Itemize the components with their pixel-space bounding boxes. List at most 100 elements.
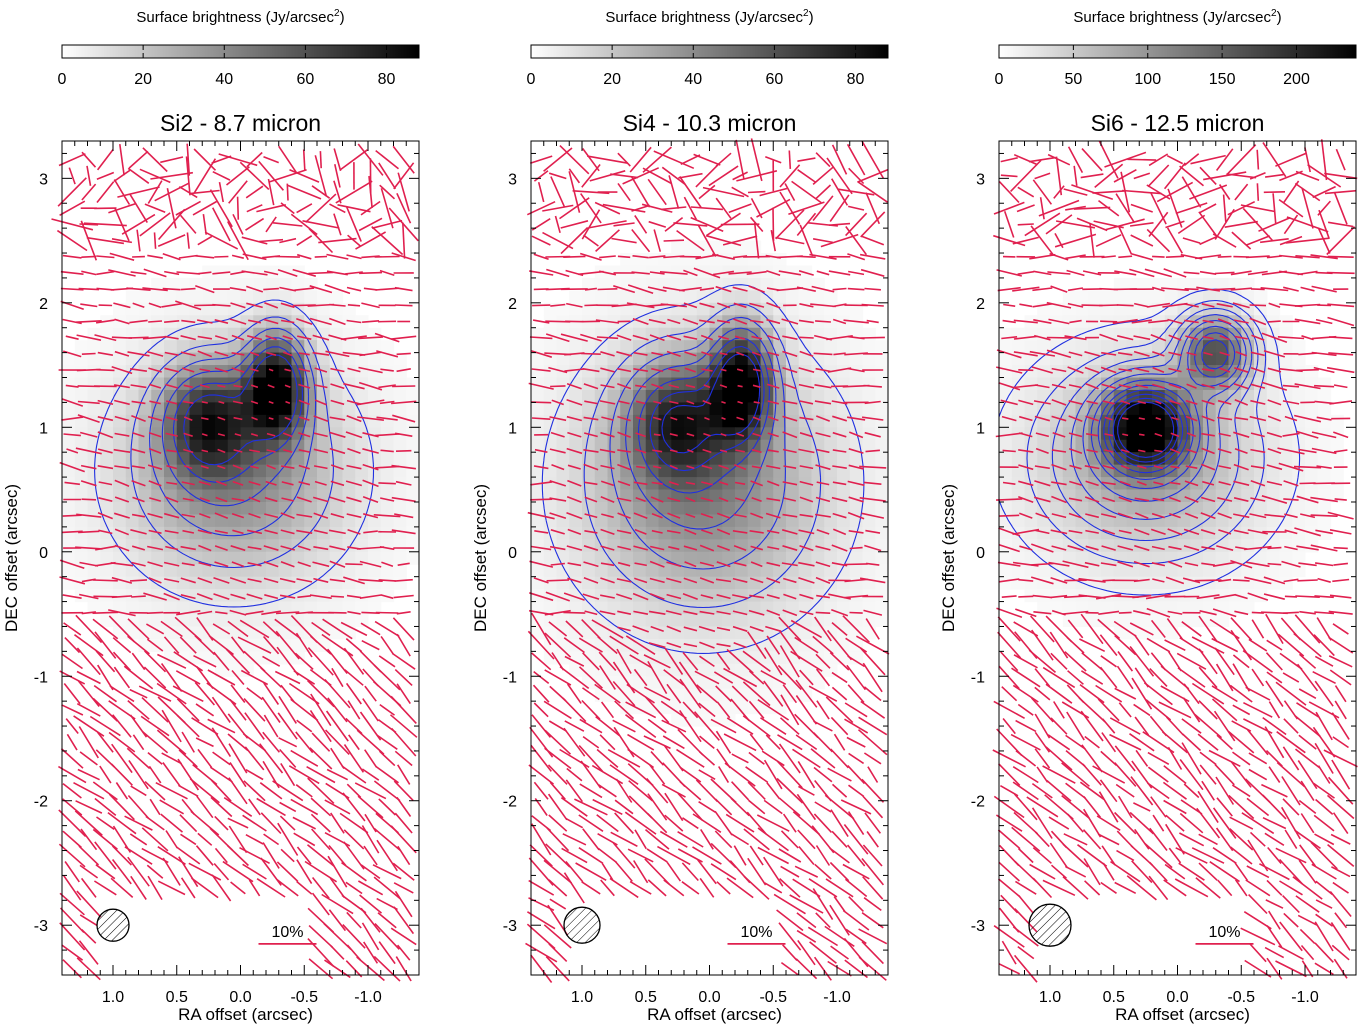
polarization-vector	[94, 334, 117, 342]
image-pixel	[633, 514, 647, 528]
image-pixel	[658, 452, 672, 466]
polarization-vector	[799, 416, 814, 421]
polarization-vector	[698, 751, 716, 766]
image-pixel	[696, 676, 711, 690]
polarization-vector	[213, 576, 230, 584]
image-pixel	[253, 389, 267, 404]
polarization-vector	[96, 149, 114, 171]
polarization-vector	[666, 642, 682, 649]
image-pixel	[278, 564, 293, 578]
polarization-vector	[388, 207, 419, 242]
polarization-vector	[119, 143, 125, 176]
polarization-vector	[247, 529, 263, 535]
image-pixel	[1279, 526, 1293, 540]
polarization-vector	[647, 879, 667, 897]
polarization-vector	[197, 610, 213, 615]
polarization-vector	[544, 747, 572, 770]
polarization-vector	[564, 655, 585, 667]
image-pixel	[87, 427, 101, 441]
image-pixel	[100, 340, 114, 354]
polarization-vector	[1230, 270, 1252, 276]
polarization-vector	[346, 496, 362, 503]
image-pixel	[1139, 477, 1153, 491]
polarization-vector	[666, 577, 682, 584]
polarization-vector	[649, 255, 666, 259]
polarization-vector	[1260, 238, 1289, 244]
polarization-vector	[644, 686, 671, 701]
image-pixel	[253, 614, 267, 628]
image-pixel	[531, 526, 545, 540]
image-pixel	[1228, 601, 1242, 615]
image-pixel	[709, 614, 723, 628]
image-pixel	[1126, 501, 1140, 516]
polarization-vector	[245, 610, 264, 615]
polarization-vector	[242, 814, 267, 832]
polarization-vector	[113, 666, 131, 689]
polarization-vector	[136, 229, 141, 252]
polarization-vector	[346, 594, 362, 599]
polarization-vector	[356, 546, 385, 550]
polarization-vector	[808, 878, 838, 898]
polarization-vector	[157, 208, 186, 241]
image-pixel	[811, 676, 825, 690]
image-pixel	[1011, 477, 1026, 491]
image-pixel	[1011, 414, 1026, 428]
image-pixel	[355, 402, 369, 416]
polarization-vector	[646, 777, 669, 804]
image-pixel	[696, 464, 711, 478]
polarization-vector	[197, 577, 213, 584]
polarization-vector	[80, 220, 98, 261]
image-pixel	[671, 240, 685, 254]
image-pixel	[837, 638, 851, 652]
polarization-vector	[362, 463, 379, 471]
polarization-vector	[1152, 255, 1165, 258]
polarization-vector	[264, 496, 278, 503]
polarization-vector	[176, 714, 200, 738]
image-pixel	[837, 589, 851, 603]
y-axis-label: DEC offset (arcsec)	[2, 484, 21, 632]
image-pixel	[278, 452, 293, 466]
image-pixel	[74, 501, 89, 516]
image-pixel	[1254, 402, 1268, 416]
polarization-vector	[563, 592, 585, 601]
image-pixel	[227, 514, 242, 528]
image-pixel	[671, 253, 685, 267]
polarization-vector	[847, 765, 866, 785]
polarization-vector	[214, 561, 229, 568]
image-pixel	[798, 377, 813, 391]
image-pixel	[266, 576, 280, 590]
polarization-vector	[74, 810, 103, 836]
polarization-vector	[314, 480, 327, 486]
polarization-vector	[845, 928, 867, 945]
image-pixel	[747, 576, 762, 590]
polarization-vector	[213, 862, 230, 881]
image-pixel	[151, 539, 165, 553]
image-pixel	[1062, 576, 1077, 590]
polarization-vector	[362, 698, 379, 722]
polarization-vector	[236, 196, 240, 220]
polarization-vector	[312, 561, 330, 568]
polarization-vector	[596, 336, 619, 340]
image-pixel	[1062, 389, 1077, 404]
polarization-vector	[725, 813, 755, 833]
image-pixel	[1126, 576, 1140, 590]
polarization-vector	[333, 213, 342, 236]
polarization-vector	[1297, 270, 1318, 276]
image-pixel	[1190, 365, 1204, 379]
polarization-vector	[584, 496, 598, 503]
polarization-vector	[393, 162, 415, 190]
polarization-vector	[144, 203, 166, 214]
image-pixel	[253, 340, 267, 354]
image-pixel	[164, 501, 178, 516]
image-pixel	[1050, 377, 1064, 391]
image-pixel	[1101, 614, 1115, 628]
image-pixel	[594, 352, 609, 366]
image-pixel	[202, 427, 216, 441]
image-pixel	[594, 302, 609, 316]
image-pixel	[696, 290, 711, 304]
image-pixel	[735, 501, 749, 516]
image-pixel	[658, 564, 672, 578]
polarization-vector	[685, 481, 696, 485]
polarization-vector	[147, 464, 163, 470]
polarization-vector	[157, 653, 187, 669]
